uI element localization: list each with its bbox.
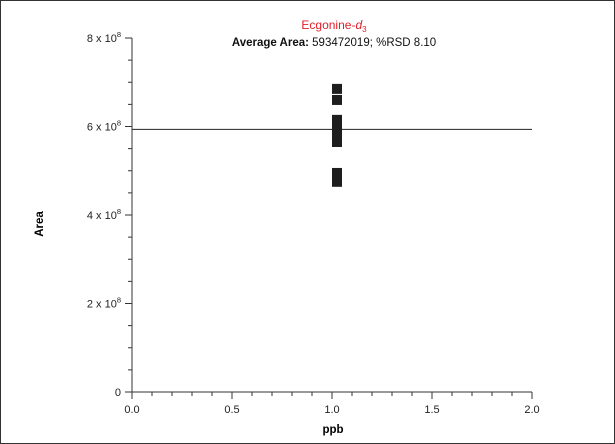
data-point-1 [332,94,342,105]
chart-title: Ecgonine-d3 [301,18,367,34]
axis-ticks: 0.0 0.5 1.0 1.5 2.0 0 2 x 108 4 x 108 6 x 108 8 x… [87,30,540,416]
y-tick-label: 6 x 108 [87,119,121,134]
data-point-0 [332,83,342,94]
data-point-7 [332,176,342,187]
data-point-6 [332,167,342,178]
y-axis-label: Area [34,211,46,237]
y-tick-label: 4 x 108 [87,207,121,222]
x-tick-label: 2.0 [524,404,539,416]
y-tick-label: 2 x 108 [87,296,121,311]
y-tick-label: 8 x 108 [87,30,121,45]
data-point-3 [332,121,342,132]
x-tick-label: 1.0 [324,404,339,416]
chart-subtitle: Average Area: 593472019; %RSD 8.10 [232,37,436,49]
data-point-4 [332,128,342,139]
data-point-2 [332,114,342,125]
x-axis-label: ppb [322,424,343,436]
x-tick-label: 0.5 [224,404,239,416]
x-tick-label: 0.0 [124,404,139,416]
data-markers [332,83,342,187]
y-tick-label: 0 [115,387,121,399]
data-point-5 [332,136,342,147]
x-tick-label: 1.5 [424,404,439,416]
